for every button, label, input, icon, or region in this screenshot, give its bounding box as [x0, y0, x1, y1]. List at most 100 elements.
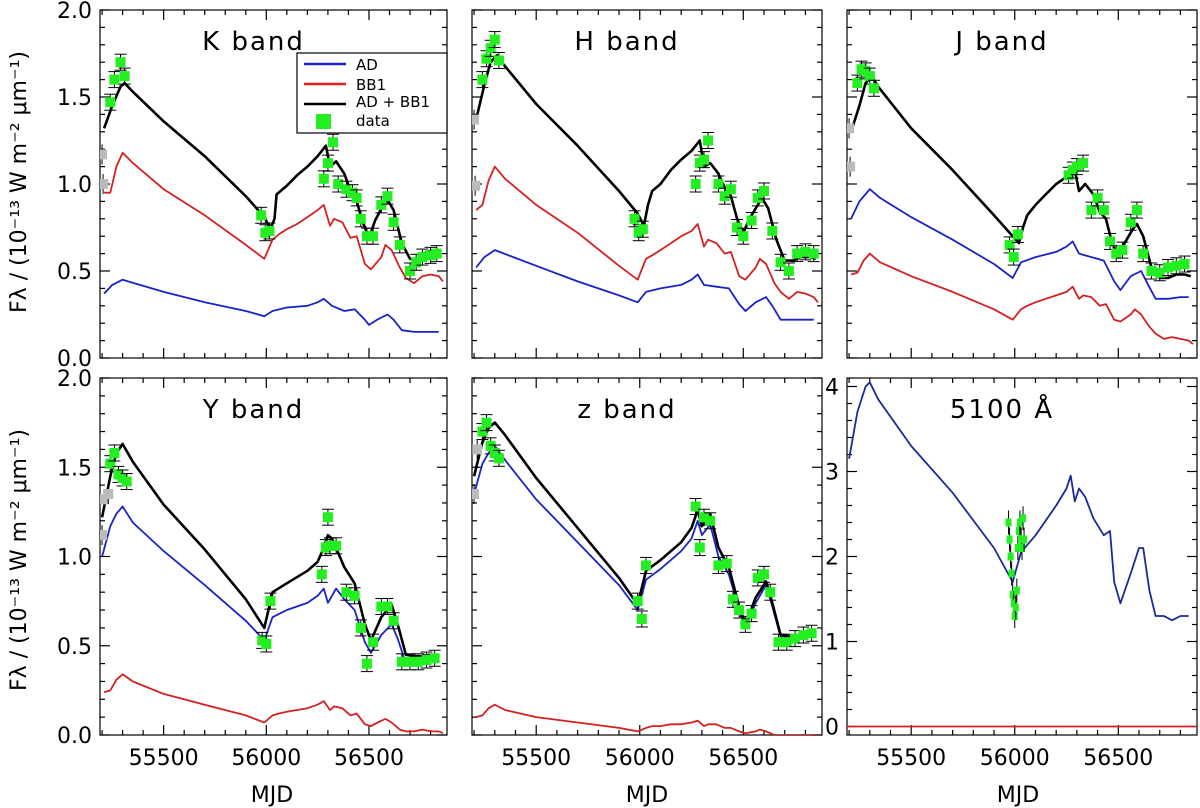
- p2-data-point: [1125, 217, 1136, 228]
- p4-data-point: [734, 605, 745, 616]
- p3-data-point: [121, 476, 132, 487]
- p4-series-ad: [473, 444, 814, 640]
- p1-data-point: [746, 215, 757, 226]
- p4-data-point: [798, 630, 809, 641]
- p3-plot-frame: [99, 377, 448, 736]
- p5-data-point: [1015, 527, 1022, 535]
- p5-ytick-label: 0: [825, 716, 839, 741]
- p0-data-point: [431, 248, 442, 259]
- p2-data-point: [1179, 259, 1190, 270]
- p3-data-point: [368, 637, 379, 648]
- y-axis-label-top: Fλ / (10⁻¹³ W m⁻² μm⁻¹): [7, 51, 32, 313]
- p5-plot-area: [847, 381, 1197, 728]
- p0-data-point: [256, 210, 267, 221]
- p1-data-point: [759, 185, 770, 196]
- x-axis-label-5100: MJD: [997, 783, 1039, 808]
- p1-early-point: [472, 114, 480, 125]
- p3-ytick-label: 0.0: [57, 724, 92, 749]
- p0-data-point: [328, 137, 339, 148]
- p5-xtick-label: 56500: [1083, 746, 1153, 771]
- p2-data-point: [868, 83, 879, 94]
- p4-data-point: [493, 453, 504, 464]
- x-axis-label-z-band: MJD: [626, 783, 668, 808]
- p4-data-point: [740, 619, 751, 630]
- p2-data-point: [1154, 267, 1165, 278]
- p1-data-point: [698, 154, 709, 165]
- p5-data-point: [1010, 599, 1017, 608]
- p2-plot-area: [847, 60, 1194, 345]
- p4-data-point: [489, 447, 500, 458]
- p3-data-point: [349, 590, 360, 601]
- p4-data-point: [773, 637, 784, 648]
- p3-data-point: [331, 540, 342, 551]
- p5-data-point: [1016, 518, 1023, 527]
- p0-data-point: [333, 179, 344, 189]
- p0-early-point: [100, 149, 108, 160]
- legend-label-ad: AD: [356, 56, 378, 74]
- p2-data-point: [1012, 229, 1023, 240]
- p1-data-point: [719, 191, 730, 202]
- p0-data-point: [119, 71, 130, 82]
- p3-early-point: [103, 489, 114, 500]
- p4-data-point: [481, 417, 492, 428]
- p4-data-point: [746, 608, 757, 619]
- p2-data-point: [1111, 248, 1122, 259]
- p4-data-point: [752, 572, 763, 583]
- p3-ytick-label: 0.5: [57, 635, 92, 660]
- p0-ytick-label: 2.0: [57, 0, 92, 24]
- p4-xtick-label: 56500: [708, 746, 778, 771]
- p5-xtick-label: 55500: [876, 746, 946, 771]
- p0-data-point: [347, 187, 358, 198]
- p3-early-point: [100, 530, 108, 541]
- p0-early-point: [100, 179, 109, 189]
- p1-data-point: [775, 257, 786, 268]
- p1-data-point: [637, 224, 648, 235]
- panel-h-band: H band: [471, 9, 823, 359]
- p0-series-ad: [103, 278, 439, 333]
- p5-panel-title: 5100 Å: [950, 393, 1054, 425]
- p1-data-point: [767, 225, 778, 236]
- p4-data-point: [698, 512, 709, 523]
- p5-data-point: [1011, 612, 1018, 620]
- p5-data-point: [1021, 535, 1028, 544]
- p1-data-point: [493, 55, 504, 66]
- p4-data-point: [636, 613, 647, 624]
- p2-data-point: [1004, 239, 1015, 250]
- p0-data-point: [425, 250, 436, 261]
- p1-plot-area: [472, 31, 820, 321]
- p4-xtick-label: 56000: [605, 746, 675, 771]
- p2-data-point: [1078, 158, 1089, 169]
- p0-data-point: [368, 231, 379, 242]
- p5-data-point: [1017, 535, 1024, 544]
- p5-data-point: [1020, 514, 1027, 523]
- p4-data-point: [705, 515, 716, 526]
- p4-data-point: [690, 501, 701, 512]
- p3-panel-title: Y band: [202, 395, 305, 425]
- p0-data-point: [361, 231, 372, 242]
- p0-ytick-label: 1.5: [57, 86, 92, 111]
- p1-data-point: [800, 246, 811, 257]
- p5-data-point: [1006, 535, 1013, 544]
- p0-plot-area: [100, 53, 444, 333]
- p2-series-bb1: [850, 252, 1194, 345]
- p4-plot-area: [472, 414, 818, 735]
- y-axis-label-bottom: Fλ / (10⁻¹³ W m⁻² μm⁻¹): [7, 429, 32, 691]
- p1-data-point: [808, 248, 819, 259]
- p2-data-point: [1063, 170, 1074, 181]
- p3-ytick-label: 1.5: [57, 456, 92, 481]
- p1-data-point: [713, 179, 724, 189]
- panel-z-band: 55500 56000 56500 z band: [471, 377, 823, 771]
- p0-data-point: [388, 217, 399, 228]
- p0-data-point: [105, 97, 116, 108]
- p3-early-point: [100, 494, 110, 505]
- p3-data-point: [355, 622, 366, 633]
- p0-data-point: [351, 192, 362, 203]
- p1-data-point: [629, 213, 640, 224]
- p2-data-point: [1008, 252, 1019, 263]
- p2-data-point: [1092, 192, 1103, 203]
- p0-ytick-label: 1.0: [57, 173, 92, 198]
- p5-data-point: [1013, 586, 1020, 595]
- legend-label-bb1: BB1: [356, 76, 386, 94]
- p3-data-point: [261, 638, 272, 649]
